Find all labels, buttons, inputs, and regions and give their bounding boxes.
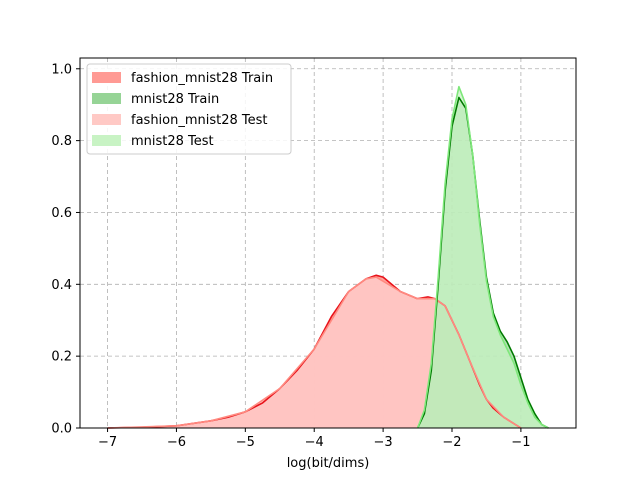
y-tick-label: 0.0 [51,422,72,437]
y-axis: 0.0 0.2 0.4 0.6 0.8 1.0 [51,62,80,437]
legend-label: mnist28 Train [131,92,219,107]
y-tick-label: 0.2 [51,350,72,365]
x-tick-label: −3 [374,435,393,450]
y-tick-label: 0.4 [51,278,72,293]
legend-label: mnist28 Test [131,134,214,149]
x-tick-label: −7 [98,435,117,450]
y-tick-label: 0.8 [51,134,72,149]
series-line [107,276,522,429]
x-tick-label: −4 [305,435,324,450]
x-tick-label: −6 [167,435,186,450]
legend-box [86,63,292,155]
x-tick-label: −2 [442,435,461,450]
series-layer [107,85,549,429]
legend: fashion_mnist28 Train mnist28 Train fashio… [86,63,292,155]
x-tick-label: −1 [511,435,530,450]
legend-label: fashion_mnist28 Train [131,71,273,86]
x-axis-label: log(bit/dims) [287,456,370,471]
legend-swatch [92,93,121,104]
legend-swatch [92,72,121,83]
x-tick-label: −5 [236,435,255,450]
legend-label: fashion_mnist28 Test [131,113,268,128]
legend-swatch [92,135,121,146]
legend-swatch [92,114,121,125]
y-tick-label: 0.6 [51,206,72,221]
plot-frame [79,57,577,429]
series-area [107,277,521,428]
series-line [416,85,549,429]
y-tick-label: 1.0 [51,62,72,77]
x-axis: −7 −6 −5 −4 −3 −2 −1 [98,428,530,450]
